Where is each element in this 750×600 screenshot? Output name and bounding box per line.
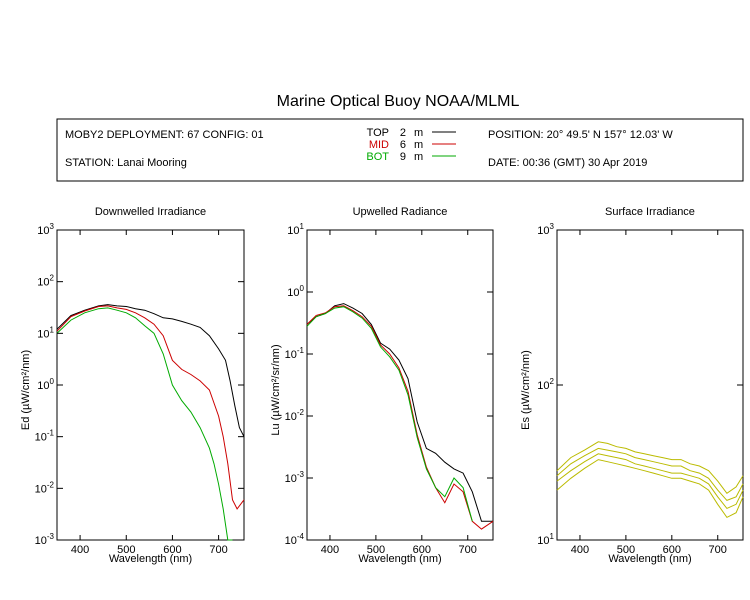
ed-y-tick-label: 100 <box>37 377 54 392</box>
lu-x-axis-label: Wavelength (nm) <box>358 553 441 565</box>
position-label: POSITION: 20° 49.5' N 157° 12.03' W <box>488 129 673 141</box>
lu-y-tick-label: 10-3 <box>285 470 305 485</box>
upwelled-radiance-panel: Upwelled Radiance 400 500 600 700 10-4 10-3 10-… <box>270 206 494 565</box>
ed-y-tick-label: 101 <box>37 325 54 340</box>
downwelled-irradiance-panel: Downwelled Irradiance 400 500 600 700 10-3 10-… <box>20 206 245 565</box>
ed-y-tick-label: 102 <box>37 274 54 289</box>
ed-series-top <box>56 304 245 437</box>
lu-x-tick-label: 600 <box>413 544 431 556</box>
lu-y-tick-label: 10-2 <box>285 408 305 423</box>
legend-mid-name: MID <box>369 139 389 151</box>
depth-legend: TOP 2 m MID 6 m BOT 9 m <box>366 127 456 163</box>
lu-x-tick-label: 400 <box>321 544 339 556</box>
ed-y-tick-label: 10-3 <box>35 532 55 547</box>
lu-x-tick-label: 700 <box>459 544 477 556</box>
ed-x-tick-label: 600 <box>163 544 181 556</box>
es-chart-title: Surface Irradiance <box>605 206 695 218</box>
ed-series-bot <box>56 307 233 541</box>
header-frame <box>56 118 744 182</box>
es-x-axis-label: Wavelength (nm) <box>608 553 691 565</box>
legend-bot-depth: 9 <box>400 151 406 163</box>
ed-plot-frame <box>56 229 245 541</box>
ed-x-tick-label: 400 <box>71 544 89 556</box>
legend-entry-mid: MID 6 m <box>369 139 456 151</box>
es-x-tick-label: 500 <box>617 544 635 556</box>
lu-y-tick-label: 10-4 <box>285 532 305 547</box>
ed-series-group <box>56 304 245 541</box>
es-x-tick-label: 400 <box>571 544 589 556</box>
lu-series-bot <box>306 306 473 522</box>
legend-mid-depth: 6 <box>400 139 406 151</box>
lu-y-tick-label: 101 <box>287 222 304 237</box>
ed-y-tick-label: 10-1 <box>35 429 55 444</box>
ed-x-tick-label: 500 <box>117 544 135 556</box>
station-label: STATION: Lanai Mooring <box>65 157 187 169</box>
lu-series-group <box>306 303 494 530</box>
es-y-tick-label: 102 <box>537 377 554 392</box>
ed-x-tick-label: 700 <box>209 544 227 556</box>
ed-chart-title: Downwelled Irradiance <box>95 206 206 218</box>
surface-irradiance-panel: Surface Irradiance 400 500 600 700 101 102 103 W… <box>520 206 744 565</box>
lu-chart-title: Upwelled Radiance <box>353 206 448 218</box>
legend-top-name: TOP <box>367 127 389 139</box>
es-x-tick-label: 700 <box>709 544 727 556</box>
es-series-es-4 <box>556 459 744 519</box>
lu-x-tick-label: 500 <box>367 544 385 556</box>
date-label: DATE: 00:36 (GMT) 30 Apr 2019 <box>488 157 647 169</box>
legend-top-unit: m <box>414 127 423 139</box>
legend-top-depth: 2 <box>400 127 406 139</box>
ed-y-tick-label: 103 <box>37 222 54 237</box>
legend-entry-top: TOP 2 m <box>367 127 456 139</box>
es-y-tick-label: 103 <box>537 222 554 237</box>
ed-x-axis-label: Wavelength (nm) <box>109 553 192 565</box>
header-box: MOBY2 DEPLOYMENT: 67 CONFIG: 01 STATION:… <box>56 118 744 182</box>
ed-series-mid <box>56 305 245 510</box>
es-series-es-2 <box>556 447 744 501</box>
legend-bot-name: BOT <box>366 151 389 163</box>
es-x-tick-label: 600 <box>663 544 681 556</box>
legend-bot-unit: m <box>414 151 423 163</box>
lu-series-mid <box>306 305 494 530</box>
figure-title: Marine Optical Buoy NOAA/MLML <box>277 93 520 110</box>
lu-plot-frame <box>306 229 494 541</box>
legend-mid-unit: m <box>414 139 423 151</box>
es-series-es-1 <box>556 441 744 494</box>
ed-y-axis-label: Ed (µW/cm²/nm) <box>20 350 32 430</box>
lu-y-tick-label: 100 <box>287 284 304 299</box>
deployment-label: MOBY2 DEPLOYMENT: 67 CONFIG: 01 <box>65 129 264 141</box>
lu-y-axis-label: Lu (µW/cm²/sr/nm) <box>270 344 282 435</box>
es-series-group <box>556 441 744 519</box>
es-y-tick-label: 101 <box>537 532 554 547</box>
legend-entry-bot: BOT 9 m <box>366 151 456 163</box>
es-series-es-3 <box>556 453 744 510</box>
lu-series-top <box>306 303 493 522</box>
es-y-axis-label: Es (µW/cm²/nm) <box>520 350 532 430</box>
lu-y-tick-label: 10-1 <box>285 346 305 361</box>
ed-y-tick-label: 10-2 <box>35 480 55 495</box>
